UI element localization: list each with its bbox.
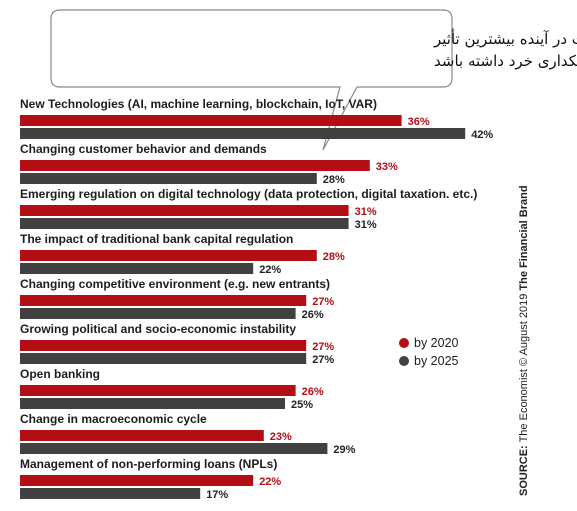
bar-2020	[20, 205, 349, 216]
legend-label-2025: by 2025	[414, 354, 459, 368]
value-label-2020: 33%	[376, 161, 398, 173]
source-prefix: SOURCE:	[518, 445, 530, 496]
value-label-2025: 17%	[206, 489, 228, 501]
value-label-2025: 29%	[333, 444, 355, 456]
bar-2025	[20, 128, 466, 139]
bar-2020	[20, 250, 317, 261]
value-label-2025: 26%	[302, 309, 324, 321]
source-credit: SOURCE: The Economist © August 2019 The …	[518, 185, 530, 496]
source-brand: The Financial Brand	[518, 185, 530, 290]
callout-line-2: را روی بانکداری خرد داشته باشد	[434, 52, 577, 70]
value-label-2020: 26%	[302, 386, 324, 398]
legend-label-2020: by 2020	[414, 336, 459, 350]
bar-2025	[20, 353, 307, 364]
category-label: Management of non-performing loans (NPLs…	[20, 457, 277, 471]
category-label: The impact of traditional bank capital r…	[20, 232, 293, 246]
callout-line-1: روندهایی که ممکن است در آینده بیشترین تأ…	[433, 28, 577, 48]
value-label-2020: 31%	[355, 206, 377, 218]
bar-2025	[20, 218, 349, 229]
bar-2025	[20, 263, 254, 274]
bar-2025	[20, 398, 285, 409]
bar-2020	[20, 340, 307, 351]
value-label-2020: 23%	[270, 431, 292, 443]
bar-2020	[20, 430, 264, 441]
category-label: Changing customer behavior and demands	[20, 142, 267, 156]
bar-2020	[20, 115, 402, 126]
value-label-2020: 27%	[312, 296, 334, 308]
value-label-2025: 31%	[355, 219, 377, 231]
bars-area: New Technologies (AI, machine learning, …	[20, 97, 493, 501]
value-label-2020: 27%	[312, 341, 334, 353]
legend-swatch-2025	[399, 356, 409, 366]
legend: by 2020 by 2025	[399, 336, 459, 368]
category-label: Growing political and socio-economic ins…	[20, 322, 296, 336]
value-label-2025: 22%	[259, 264, 281, 276]
value-label-2020: 28%	[323, 251, 345, 263]
category-label: New Technologies (AI, machine learning, …	[20, 97, 377, 111]
bar-2025	[20, 443, 328, 454]
legend-swatch-2020	[399, 338, 409, 348]
category-label: Emerging regulation on digital technolog…	[20, 187, 477, 201]
bar-2020	[20, 385, 296, 396]
category-label: Change in macroeconomic cycle	[20, 412, 207, 426]
category-label: Changing competitive environment (e.g. n…	[20, 277, 330, 291]
bar-2020	[20, 475, 254, 486]
bar-2020	[20, 160, 370, 171]
value-label-2025: 25%	[291, 399, 313, 411]
callout: روندهایی که ممکن است در آینده بیشترین تأ…	[50, 9, 577, 151]
value-label-2025: 42%	[471, 129, 493, 141]
value-label-2020: 36%	[408, 116, 430, 128]
value-label-2025: 27%	[312, 354, 334, 366]
bar-2025	[20, 488, 201, 499]
value-label-2020: 22%	[259, 476, 281, 488]
bar-2020	[20, 295, 307, 306]
source-text: The Economist © August 2019	[518, 291, 530, 446]
category-label: Open banking	[20, 367, 100, 381]
bar-2025	[20, 308, 296, 319]
value-label-2025: 28%	[323, 174, 345, 186]
bar-2025	[20, 173, 317, 184]
